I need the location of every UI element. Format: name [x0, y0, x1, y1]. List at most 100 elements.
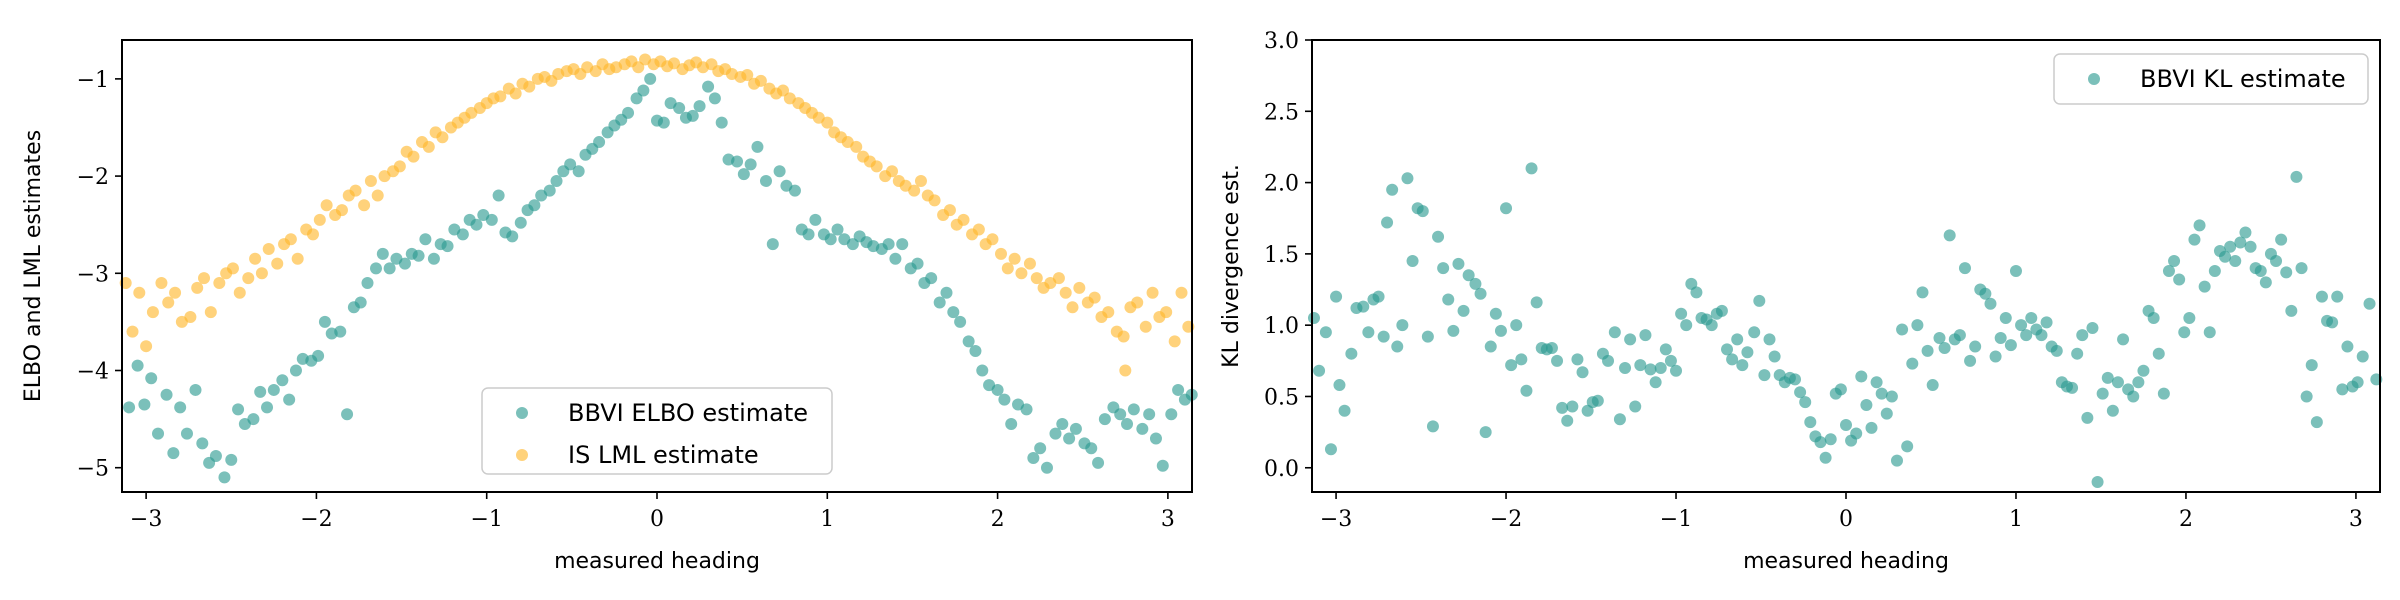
elbo-lml-series-0-point-41 [419, 233, 432, 246]
elbo-lml-series-0-point-9 [189, 383, 202, 396]
kl-ticks: −3 −2 −1 0 1 2 3 0.0 0.5 1.0 1.5 2.0 2.5 3.0 [1264, 29, 2363, 532]
elbo-lml-series-1-point-122 [1001, 262, 1014, 275]
elbo-lml-series-1-point-112 [928, 194, 941, 207]
kl-series-0-point-185 [2259, 276, 2272, 289]
kl-series-0-point-6 [1338, 404, 1351, 417]
elbo-lml-series-1-point-110 [914, 174, 927, 187]
kl-series-0-point-135 [2004, 339, 2017, 352]
elbo-lml-series-1-point-42 [422, 140, 435, 153]
kl-series-0-point-27 [1447, 324, 1460, 337]
kl-series-0-point-187 [2270, 255, 2283, 268]
elbo-lml-series-0-point-125 [1027, 451, 1040, 464]
kl-series-0-point-100 [1824, 433, 1837, 446]
elbo-lml-series-1-point-146 [1175, 286, 1188, 299]
elbo-lml-series-1-point-20 [262, 242, 275, 255]
kl-series-0-point-195 [2310, 416, 2323, 429]
elbo-lml-series-1-point-38 [393, 160, 406, 173]
kl-series-0-point-173 [2198, 280, 2211, 293]
kl-series-0-point-203 [2351, 376, 2364, 389]
kl-series-0-point-66 [1649, 376, 1662, 389]
kl-series-0-point-21 [1416, 205, 1429, 218]
elbo-lml-series-0-point-106 [889, 252, 902, 265]
elbo-lml-x-tick-label: 2 [991, 507, 1005, 532]
kl-series-0-point-25 [1437, 262, 1450, 275]
kl-y-tick-label: 2.0 [1264, 172, 1299, 197]
elbo-lml-series-1-point-104 [870, 160, 883, 173]
kl-series-0-point-198 [2326, 316, 2339, 329]
elbo-lml-series-0-point-118 [976, 364, 989, 377]
kl-series-0-point-193 [2300, 390, 2313, 403]
elbo-lml-series-1-point-23 [284, 233, 297, 246]
kl-series-0-point-192 [2295, 262, 2308, 275]
elbo-lml-series-1-point-88 [754, 74, 767, 87]
elbo-lml-points [119, 53, 1198, 484]
kl-legend: BBVI KL estimate [2053, 53, 2369, 105]
elbo-lml-series-1-point-56 [523, 80, 536, 93]
kl-series-0-point-94 [1794, 386, 1807, 399]
kl-series-0-point-153 [2096, 387, 2109, 400]
elbo-lml-series-1-point-140 [1131, 296, 1144, 309]
elbo-lml-series-0-point-81 [708, 92, 721, 105]
kl-series-0-point-142 [2040, 316, 2053, 329]
kl-series-0-point-48 [1556, 401, 1569, 414]
elbo-lml-series-1-point-1 [126, 325, 139, 338]
elbo-lml-series-0-point-135 [1098, 413, 1111, 426]
elbo-lml-series-0-point-36 [383, 262, 396, 275]
kl-series-0-point-174 [2203, 326, 2216, 339]
kl-series-0-point-0 [1307, 312, 1320, 325]
kl-series-0-point-154 [2101, 371, 2114, 384]
elbo-lml-series-0-point-131 [1069, 422, 1082, 435]
elbo-lml-series-0-point-53 [506, 230, 519, 243]
elbo-lml-series-1-point-5 [155, 277, 168, 290]
kl-series-0-point-83 [1736, 359, 1749, 372]
kl-series-0-point-42 [1525, 162, 1538, 175]
kl-series-0-point-70 [1670, 364, 1683, 377]
kl-series-0-point-77 [1705, 319, 1718, 332]
kl-x-tick-label: 1 [2009, 507, 2023, 532]
elbo-lml-legend-box [481, 387, 833, 475]
kl-series-0-point-46 [1545, 341, 1558, 354]
elbo-lml-series-0-point-58 [543, 184, 556, 197]
elbo-lml-series-0-point-85 [737, 168, 750, 181]
kl-series-0-point-179 [2229, 255, 2242, 268]
kl-series-0-point-178 [2224, 240, 2237, 253]
kl-series-0-point-105 [1850, 427, 1863, 440]
kl-series-0-point-81 [1726, 353, 1739, 366]
kl-series-0-point-3 [1324, 443, 1337, 456]
elbo-lml-series-1-point-16 [233, 286, 246, 299]
elbo-lml-series-0-point-129 [1056, 417, 1069, 430]
kl-series-0-point-152 [2091, 476, 2104, 489]
kl-series-0-point-5 [1333, 379, 1346, 392]
kl-series-0-point-39 [1510, 319, 1523, 332]
elbo-lml-series-1-point-86 [741, 68, 754, 81]
kl-series-0-point-163 [2147, 312, 2160, 325]
elbo-lml-series-1-point-44 [436, 131, 449, 144]
elbo-lml-series-0-point-3 [145, 372, 158, 385]
kl-series-0-point-131 [1984, 297, 1997, 310]
elbo-lml-series-1-point-40 [407, 150, 420, 163]
kl-series-0-point-26 [1442, 293, 1455, 306]
elbo-lml-series-0-point-98 [831, 223, 844, 236]
elbo-lml-series-1-point-18 [249, 252, 262, 265]
kl-series-0-point-110 [1875, 387, 1888, 400]
legend-label-bbvi-elbo: BBVI ELBO estimate [568, 399, 808, 427]
kl-series-0-point-114 [1896, 323, 1909, 336]
kl-series-0-point-190 [2285, 304, 2298, 317]
kl-series-0-point-120 [1926, 379, 1939, 392]
elbo-lml-y-tick-label: −3 [77, 262, 109, 287]
elbo-lml-series-0-point-27 [318, 315, 331, 328]
elbo-lml-series-0-point-90 [773, 165, 786, 178]
kl-series-0-point-189 [2280, 266, 2293, 279]
kl-series-0-point-38 [1505, 359, 1518, 372]
elbo-lml-series-0-point-116 [962, 335, 975, 348]
elbo-lml-series-0-point-84 [731, 155, 744, 168]
elbo-lml-series-0-point-127 [1040, 461, 1053, 474]
kl-series-0-point-159 [2127, 390, 2140, 403]
kl-y-tick-label: 3.0 [1264, 29, 1299, 54]
elbo-lml-series-0-point-124 [1020, 403, 1033, 416]
elbo-lml-series-1-point-52 [494, 90, 507, 103]
legend-marker-is-lml [516, 449, 528, 461]
kl-series-0-point-170 [2183, 312, 2196, 325]
kl-series-0-point-150 [2081, 411, 2094, 424]
kl-series-0-point-55 [1591, 394, 1604, 407]
